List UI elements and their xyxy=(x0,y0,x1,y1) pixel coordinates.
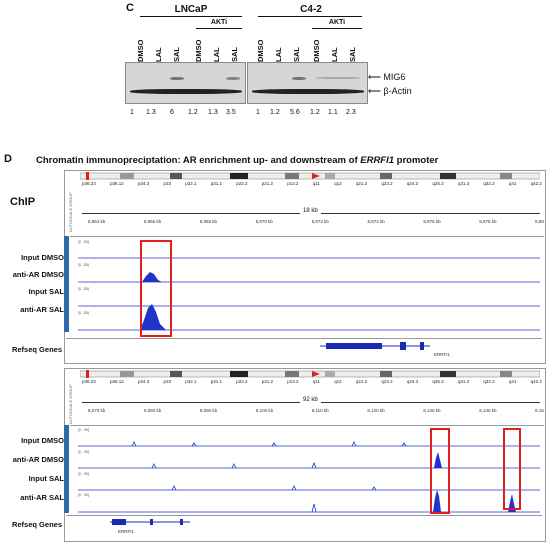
track-label: anti-AR DMSO xyxy=(12,270,64,279)
upper-tracks-plot xyxy=(78,257,540,331)
lower-gene-model xyxy=(110,519,190,525)
lower-gene-label: ERRFI1 xyxy=(118,529,135,534)
blot-lncap xyxy=(125,62,246,104)
lower-tracks-plot xyxy=(78,441,540,513)
quant-value: 1.2 xyxy=(188,109,198,116)
lower-span-label: 92 kb xyxy=(300,397,321,403)
chip-label: ChIP xyxy=(10,196,36,208)
lane-label: SAL xyxy=(230,47,239,62)
track-label: Input DMSO xyxy=(21,436,64,445)
quant-value: 3.5 xyxy=(226,109,236,116)
track-range: [0 - 90] xyxy=(78,493,89,497)
track-range: [0 - 90] xyxy=(78,450,89,454)
igv-upper-sidebar xyxy=(64,236,69,332)
lower-refseq-divider xyxy=(66,515,542,516)
lane-label: SAL xyxy=(348,47,357,62)
lane-label: SAL xyxy=(292,47,301,62)
track-range: [0 - 90] xyxy=(78,428,89,432)
upper-autoscale-label: AUTOSCALE GROUP xyxy=(68,192,73,232)
quant-value: 2.3 xyxy=(346,109,356,116)
track-label: Input SAL xyxy=(28,287,64,296)
mig6-arrow-label: ⟵ MIG6 xyxy=(368,72,406,82)
upper-gene-label: ERRFI1 xyxy=(434,352,451,357)
lane-label: LAL xyxy=(330,47,339,62)
quant-value: 1.2 xyxy=(310,109,320,116)
panel-c-letter: C xyxy=(126,2,134,14)
actin-band xyxy=(130,89,242,94)
lane-label: SAL xyxy=(172,47,181,62)
quant-value: 5.6 xyxy=(290,109,300,116)
track-label: anti-AR SAL xyxy=(20,493,64,502)
refseq-label: Refseq Genes xyxy=(11,345,62,354)
panel-d-letter: D xyxy=(4,153,12,165)
akti-label-1: AKTi xyxy=(210,19,228,26)
lower-cytobands: p36.23 p36.12 p34.3 p33 p32.1 p31.1 p22.2 p21.2… xyxy=(82,379,542,384)
lane-label: LAL xyxy=(154,47,163,62)
upper-ideogram xyxy=(80,172,540,180)
upper-cytobands: p36.23 p36.12 p34.3 p33 p32.1 p31.1 p22.2 p21.2… xyxy=(82,181,542,186)
blot-c42 xyxy=(247,62,368,104)
track-label: Input SAL xyxy=(28,474,64,483)
actin-band xyxy=(252,89,364,94)
mig6-band xyxy=(170,77,184,80)
upper-ticks: 8,864 kb 8,866 kb 8,868 kb 8,870 kb 8,872 kb… xyxy=(88,219,544,224)
track-label: anti-AR DMSO xyxy=(12,455,64,464)
group-lncap-line xyxy=(140,16,242,17)
quant-value: 1.2 xyxy=(270,109,280,116)
track-range: [0 - 83] xyxy=(78,263,89,267)
lane-label: DMSO xyxy=(256,39,265,63)
quant-value: 1.3 xyxy=(146,109,156,116)
track-label: Input DMSO xyxy=(21,253,64,262)
actin-label: β-Actin xyxy=(383,86,412,96)
akti-line-1 xyxy=(196,28,242,29)
quant-value: 1 xyxy=(256,109,260,116)
track-label: anti-AR SAL xyxy=(20,305,64,314)
group-lncap-label: LNCaP xyxy=(174,4,208,15)
lower-ideogram xyxy=(80,370,540,378)
mig6-label: MIG6 xyxy=(383,72,406,82)
quant-value: 1.1 xyxy=(328,109,338,116)
upper-span-label: 18 kb xyxy=(300,208,321,214)
upper-gene-model xyxy=(320,342,430,350)
upper-refseq-divider xyxy=(66,338,542,339)
lower-peak-highlight-2 xyxy=(503,428,521,510)
quant-value: 6 xyxy=(170,109,174,116)
lane-label: LAL xyxy=(212,47,221,62)
akti-line-2 xyxy=(312,28,362,29)
quant-value: 1.3 xyxy=(208,109,218,116)
refseq-label: Refseq Genes xyxy=(11,520,62,529)
lane-label: DMSO xyxy=(312,39,321,63)
akti-label-2: AKTi xyxy=(328,19,346,26)
lower-autoscale-label: AUTOSCALE GROUP xyxy=(68,384,73,424)
track-range: [0 - 83] xyxy=(78,240,89,244)
igv-lower-sidebar xyxy=(64,425,69,513)
mig6-band xyxy=(292,77,306,80)
mig6-band xyxy=(226,77,240,80)
lower-peak-highlight-1 xyxy=(430,428,450,514)
lane-label: DMSO xyxy=(136,39,145,63)
lane-label: DMSO xyxy=(194,39,203,63)
upper-peak-highlight xyxy=(140,240,172,337)
igv-upper xyxy=(64,170,546,364)
track-range: [0 - 83] xyxy=(78,311,89,315)
mig6-band xyxy=(316,77,360,79)
actin-arrow-label: ⟵ β-Actin xyxy=(368,86,412,96)
quant-value: 1 xyxy=(130,109,134,116)
panel-d-title: Chromatin immunopreciptation: AR enrichm… xyxy=(36,155,439,166)
group-c42-label: C4-2 xyxy=(300,4,322,15)
lower-track-divider xyxy=(70,425,544,426)
lower-ticks: 8,070 kb 8,080 kb 8,090 kb 8,100 kb 8,110 kb… xyxy=(88,408,544,413)
lane-label: LAL xyxy=(274,47,283,62)
track-range: [0 - 83] xyxy=(78,287,89,291)
upper-track-divider xyxy=(70,236,544,237)
track-range: [0 - 90] xyxy=(78,472,89,476)
group-c42-line xyxy=(258,16,362,17)
